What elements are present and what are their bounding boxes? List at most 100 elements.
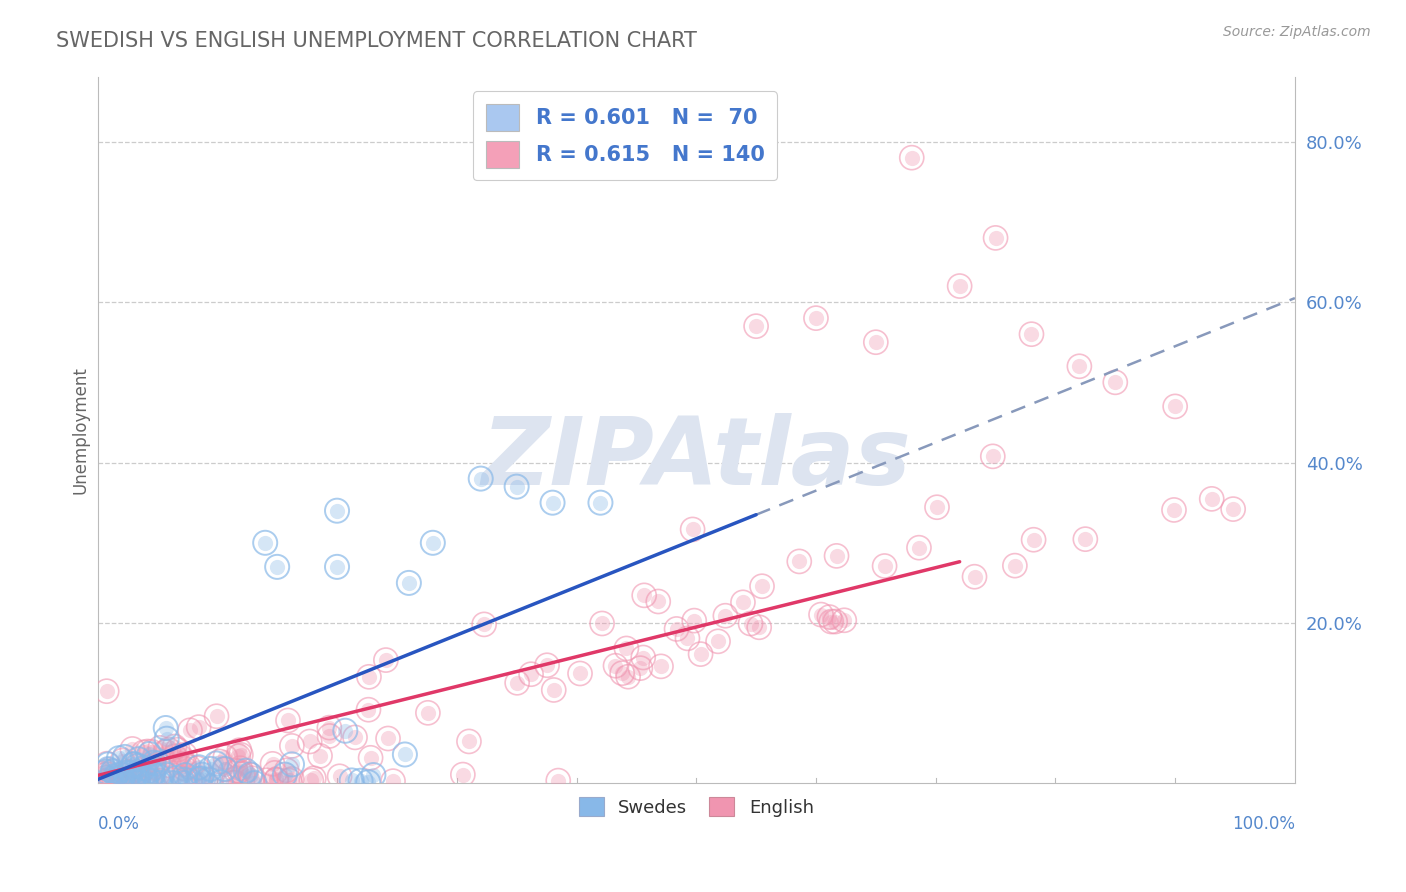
- Point: [120, 766, 142, 780]
- Text: Source: ZipAtlas.com: Source: ZipAtlas.com: [1223, 25, 1371, 39]
- Point: [1074, 532, 1097, 546]
- Point: [96, 767, 118, 781]
- Point: [127, 752, 149, 766]
- Point: [138, 747, 160, 761]
- Point: [1222, 502, 1244, 516]
- Point: [1164, 400, 1187, 414]
- Point: [963, 570, 986, 584]
- Point: [179, 773, 201, 788]
- Point: [97, 757, 120, 772]
- Point: [104, 775, 127, 789]
- Point: [97, 762, 120, 776]
- Point: [1163, 503, 1185, 517]
- Point: [142, 761, 165, 775]
- Point: [1022, 533, 1045, 547]
- Point: [187, 760, 209, 774]
- Point: [174, 768, 197, 782]
- Point: [714, 608, 737, 623]
- Point: [125, 771, 148, 785]
- Text: 0.0%: 0.0%: [97, 815, 139, 833]
- Point: [647, 594, 669, 608]
- Point: [340, 773, 363, 788]
- Point: [157, 758, 180, 772]
- Legend: Swedes, English: Swedes, English: [571, 790, 821, 824]
- Point: [173, 772, 195, 787]
- Point: [173, 757, 195, 772]
- Point: [156, 731, 179, 746]
- Point: [187, 772, 209, 786]
- Point: [394, 747, 416, 762]
- Point: [825, 549, 848, 563]
- Point: [263, 765, 285, 780]
- Point: [335, 723, 357, 738]
- Point: [186, 761, 208, 775]
- Point: [740, 616, 762, 631]
- Point: [254, 773, 277, 788]
- Point: [132, 745, 155, 759]
- Point: [156, 768, 179, 782]
- Point: [127, 759, 149, 773]
- Point: [163, 739, 186, 754]
- Point: [94, 771, 117, 785]
- Point: [326, 504, 349, 518]
- Point: [214, 750, 236, 764]
- Point: [925, 500, 948, 515]
- Point: [908, 541, 931, 555]
- Point: [200, 762, 222, 776]
- Point: [232, 766, 254, 780]
- Point: [173, 762, 195, 776]
- Point: [148, 776, 170, 790]
- Point: [472, 617, 495, 632]
- Point: [605, 658, 627, 673]
- Point: [1164, 400, 1187, 414]
- Point: [682, 523, 704, 537]
- Point: [505, 480, 527, 494]
- Point: [232, 766, 254, 780]
- Point: [179, 723, 201, 738]
- Point: [299, 773, 322, 788]
- Point: [149, 740, 172, 755]
- Point: [266, 559, 288, 574]
- Point: [122, 774, 145, 789]
- Point: [281, 739, 304, 753]
- Point: [162, 776, 184, 790]
- Point: [96, 774, 118, 789]
- Point: [360, 751, 382, 765]
- Point: [165, 771, 187, 785]
- Point: [266, 772, 288, 787]
- Point: [633, 588, 655, 602]
- Point: [536, 658, 558, 673]
- Point: [146, 768, 169, 782]
- Point: [96, 684, 118, 698]
- Point: [451, 767, 474, 781]
- Point: [110, 767, 132, 781]
- Point: [128, 768, 150, 782]
- Point: [149, 773, 172, 788]
- Point: [141, 745, 163, 759]
- Point: [243, 776, 266, 790]
- Point: [139, 764, 162, 778]
- Point: [104, 769, 127, 783]
- Point: [422, 536, 444, 550]
- Point: [665, 622, 688, 636]
- Point: [281, 757, 304, 772]
- Point: [179, 773, 201, 788]
- Point: [96, 767, 118, 781]
- Point: [329, 769, 352, 783]
- Point: [228, 749, 250, 764]
- Point: [157, 742, 180, 756]
- Point: [873, 559, 896, 574]
- Point: [240, 771, 263, 785]
- Point: [173, 747, 195, 762]
- Point: [298, 734, 321, 748]
- Point: [225, 764, 247, 778]
- Point: [146, 768, 169, 782]
- Point: [825, 549, 848, 563]
- Point: [139, 773, 162, 788]
- Point: [141, 745, 163, 759]
- Point: [707, 634, 730, 648]
- Point: [205, 756, 228, 771]
- Point: [949, 279, 972, 293]
- Point: [1222, 502, 1244, 516]
- Point: [865, 335, 887, 350]
